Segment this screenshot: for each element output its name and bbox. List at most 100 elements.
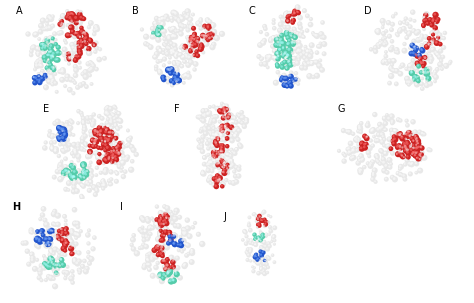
- Circle shape: [420, 86, 425, 91]
- Circle shape: [67, 51, 72, 56]
- Circle shape: [384, 29, 388, 33]
- Circle shape: [109, 169, 114, 175]
- Circle shape: [266, 65, 270, 69]
- Circle shape: [106, 146, 109, 149]
- Circle shape: [384, 60, 387, 62]
- Circle shape: [167, 234, 173, 239]
- Circle shape: [80, 161, 87, 168]
- Circle shape: [50, 75, 53, 77]
- Circle shape: [55, 266, 60, 271]
- Circle shape: [220, 152, 227, 158]
- Circle shape: [110, 154, 113, 157]
- Circle shape: [184, 243, 186, 245]
- Circle shape: [409, 172, 411, 175]
- Circle shape: [172, 81, 174, 83]
- Circle shape: [157, 273, 164, 279]
- Circle shape: [210, 137, 212, 138]
- Circle shape: [442, 37, 444, 39]
- Circle shape: [224, 124, 228, 129]
- Circle shape: [225, 123, 228, 126]
- Circle shape: [178, 14, 183, 19]
- Circle shape: [81, 114, 82, 116]
- Circle shape: [360, 158, 363, 161]
- Circle shape: [392, 68, 397, 73]
- Circle shape: [69, 12, 72, 15]
- Circle shape: [411, 153, 413, 155]
- Circle shape: [82, 176, 87, 181]
- Circle shape: [257, 42, 263, 48]
- Circle shape: [36, 78, 40, 82]
- Circle shape: [101, 143, 104, 145]
- Circle shape: [414, 45, 416, 47]
- Circle shape: [233, 133, 238, 139]
- Circle shape: [320, 68, 323, 70]
- Circle shape: [176, 29, 181, 33]
- Circle shape: [99, 133, 101, 136]
- Circle shape: [109, 183, 111, 185]
- Circle shape: [232, 169, 237, 174]
- Circle shape: [68, 236, 70, 239]
- Circle shape: [36, 238, 43, 245]
- Circle shape: [394, 82, 399, 86]
- Circle shape: [271, 44, 273, 47]
- Circle shape: [41, 69, 43, 72]
- Circle shape: [56, 222, 59, 225]
- Circle shape: [159, 18, 162, 20]
- Circle shape: [66, 23, 70, 28]
- Circle shape: [111, 153, 117, 158]
- Circle shape: [106, 152, 109, 155]
- Circle shape: [218, 162, 220, 164]
- Circle shape: [367, 145, 373, 151]
- Circle shape: [351, 155, 354, 158]
- Circle shape: [91, 139, 92, 141]
- Circle shape: [271, 238, 275, 242]
- Circle shape: [50, 229, 52, 231]
- Circle shape: [146, 217, 148, 219]
- Circle shape: [169, 48, 175, 55]
- Circle shape: [262, 210, 266, 215]
- Circle shape: [280, 18, 285, 22]
- Circle shape: [126, 128, 130, 132]
- Circle shape: [384, 164, 387, 167]
- Circle shape: [423, 133, 425, 135]
- Circle shape: [374, 180, 376, 182]
- Circle shape: [97, 155, 101, 161]
- Circle shape: [183, 230, 189, 236]
- Circle shape: [42, 207, 44, 209]
- Circle shape: [218, 109, 220, 111]
- Circle shape: [423, 28, 425, 30]
- Circle shape: [393, 177, 395, 180]
- Circle shape: [219, 132, 221, 134]
- Circle shape: [219, 171, 221, 174]
- Circle shape: [211, 23, 214, 26]
- Circle shape: [265, 233, 268, 236]
- Circle shape: [76, 10, 78, 12]
- Circle shape: [348, 141, 354, 146]
- Circle shape: [242, 124, 247, 129]
- Circle shape: [72, 175, 77, 179]
- Circle shape: [410, 78, 416, 84]
- Circle shape: [83, 32, 86, 34]
- Circle shape: [72, 35, 77, 39]
- Circle shape: [46, 53, 49, 56]
- Circle shape: [170, 82, 175, 87]
- Circle shape: [263, 224, 267, 228]
- Circle shape: [157, 24, 163, 29]
- Circle shape: [108, 156, 112, 160]
- Circle shape: [318, 45, 320, 47]
- Circle shape: [264, 259, 268, 263]
- Circle shape: [61, 238, 64, 241]
- Circle shape: [211, 153, 216, 158]
- Circle shape: [44, 59, 46, 61]
- Circle shape: [255, 261, 258, 264]
- Circle shape: [277, 44, 279, 46]
- Circle shape: [290, 40, 296, 46]
- Circle shape: [221, 127, 223, 129]
- Circle shape: [210, 168, 212, 170]
- Circle shape: [403, 144, 409, 150]
- Circle shape: [48, 130, 50, 132]
- Circle shape: [83, 141, 88, 147]
- Circle shape: [164, 216, 170, 221]
- Circle shape: [55, 258, 57, 260]
- Circle shape: [213, 140, 219, 146]
